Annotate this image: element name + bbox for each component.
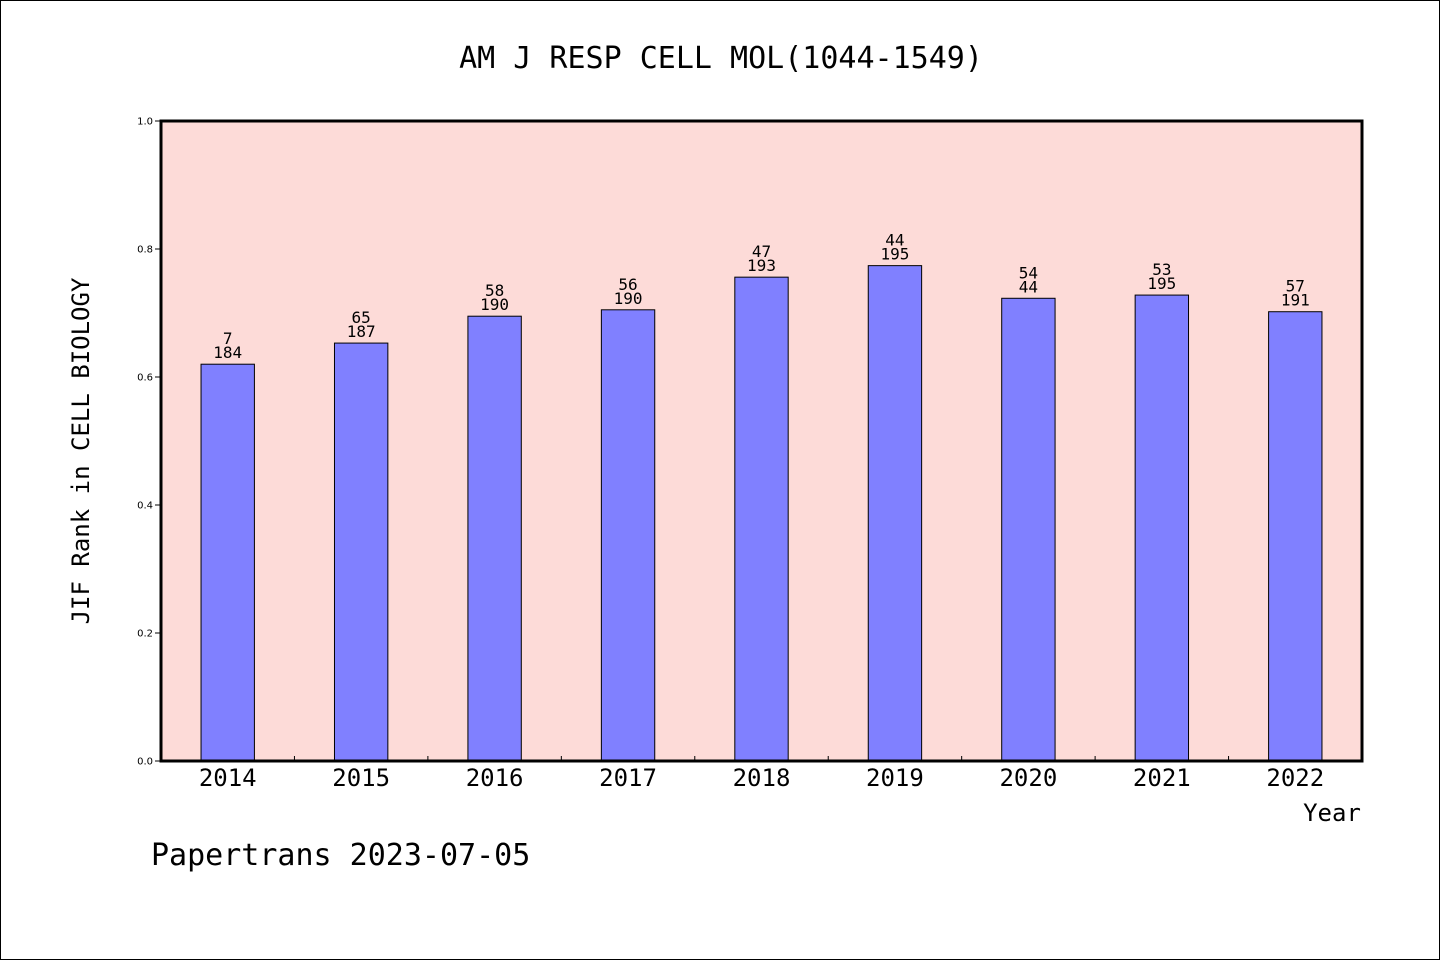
bar-label-top: 65 [352,308,371,327]
y-tick-label: 1.0 [137,117,153,128]
y-axis-title: JIF Rank in CELL BIOLOGY [67,277,95,624]
bar-label-top: 57 [1286,277,1305,296]
bar-2022 [1268,311,1323,762]
x-tick-label: 2020 [999,764,1057,792]
bar-label-bottom: 195 [880,245,909,264]
y-tick-label: 0.6 [137,373,153,384]
bars-group [200,265,1323,762]
x-tick-label: 2019 [866,764,924,792]
bar-label-bottom: 187 [347,322,376,341]
bar-label-top: 7 [223,329,233,348]
footer-text: Papertrans 2023-07-05 [151,838,530,873]
x-tick-label: 2014 [199,764,257,792]
x-tick-label: 2018 [733,764,791,792]
x-tick-label: 2016 [466,764,524,792]
bar-2020 [1001,297,1056,762]
bar-label-bottom: 193 [747,256,776,275]
x-tick-label: 2021 [1133,764,1191,792]
bar-label-bottom: 191 [1281,291,1310,310]
x-tick-label: 2017 [599,764,657,792]
bar-label-top: 44 [885,231,904,250]
x-tick-label: 2015 [332,764,390,792]
chart-title: AM J RESP CELL MOL(1044-1549) [459,41,983,76]
bar-2019 [867,265,923,762]
bar-label-top: 53 [1152,260,1171,279]
bar-label-bottom: 184 [213,343,242,362]
x-axis-title: Year [1303,799,1361,827]
bar-2021 [1134,294,1190,762]
y-tick-label: 0.0 [137,757,153,768]
y-tick-label: 0.4 [137,501,153,512]
x-tick-label: 2022 [1266,764,1324,792]
y-tick-label: 0.8 [137,245,153,256]
bar-label-bottom: 44 [1019,277,1038,296]
bar-label-top: 56 [618,275,637,294]
bar-2014 [200,363,255,762]
bar-2018 [734,276,789,762]
bar-label-bottom: 190 [480,295,509,314]
bar-label-top: 58 [485,281,504,300]
bar-2017 [600,309,656,762]
y-tick-label: 0.2 [137,629,153,640]
plot-frame [159,119,1364,763]
bar-label-top: 54 [1019,263,1038,282]
bar-2016 [467,315,522,762]
bar-label-top: 47 [752,242,771,261]
bar-label-bottom: 195 [1147,274,1176,293]
bar-2015 [333,342,389,762]
data-labels-group: 7184201465187201558190201656190201747193… [199,231,1324,792]
bar-label-bottom: 190 [614,289,643,308]
